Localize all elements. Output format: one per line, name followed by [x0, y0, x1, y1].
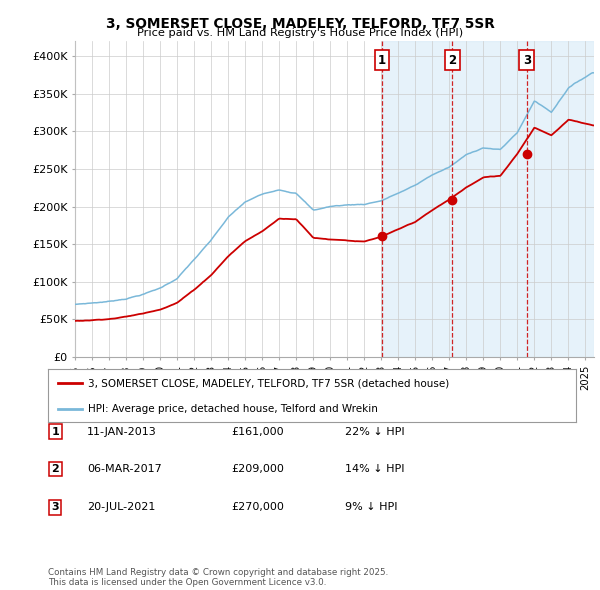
- Bar: [382, 41, 594, 357]
- Text: 3, SOMERSET CLOSE, MADELEY, TELFORD, TF7 5SR: 3, SOMERSET CLOSE, MADELEY, TELFORD, TF7…: [106, 17, 494, 31]
- Text: 22% ↓ HPI: 22% ↓ HPI: [345, 427, 404, 437]
- Text: 11-JAN-2013: 11-JAN-2013: [87, 427, 157, 437]
- Text: 14% ↓ HPI: 14% ↓ HPI: [345, 464, 404, 474]
- Text: 1: 1: [52, 427, 59, 437]
- Text: 2: 2: [52, 464, 59, 474]
- Text: Contains HM Land Registry data © Crown copyright and database right 2025.
This d: Contains HM Land Registry data © Crown c…: [48, 568, 388, 587]
- Text: £270,000: £270,000: [231, 503, 284, 512]
- Text: 3: 3: [52, 503, 59, 512]
- Text: 3, SOMERSET CLOSE, MADELEY, TELFORD, TF7 5SR (detached house): 3, SOMERSET CLOSE, MADELEY, TELFORD, TF7…: [88, 378, 449, 388]
- Text: 1: 1: [378, 54, 386, 67]
- Text: 20-JUL-2021: 20-JUL-2021: [87, 503, 155, 512]
- Text: £209,000: £209,000: [231, 464, 284, 474]
- Text: 3: 3: [523, 54, 531, 67]
- Text: £161,000: £161,000: [231, 427, 284, 437]
- Text: 9% ↓ HPI: 9% ↓ HPI: [345, 503, 398, 512]
- Text: 2: 2: [448, 54, 457, 67]
- Text: Price paid vs. HM Land Registry's House Price Index (HPI): Price paid vs. HM Land Registry's House …: [137, 28, 463, 38]
- Text: 06-MAR-2017: 06-MAR-2017: [87, 464, 162, 474]
- Text: HPI: Average price, detached house, Telford and Wrekin: HPI: Average price, detached house, Telf…: [88, 404, 377, 414]
